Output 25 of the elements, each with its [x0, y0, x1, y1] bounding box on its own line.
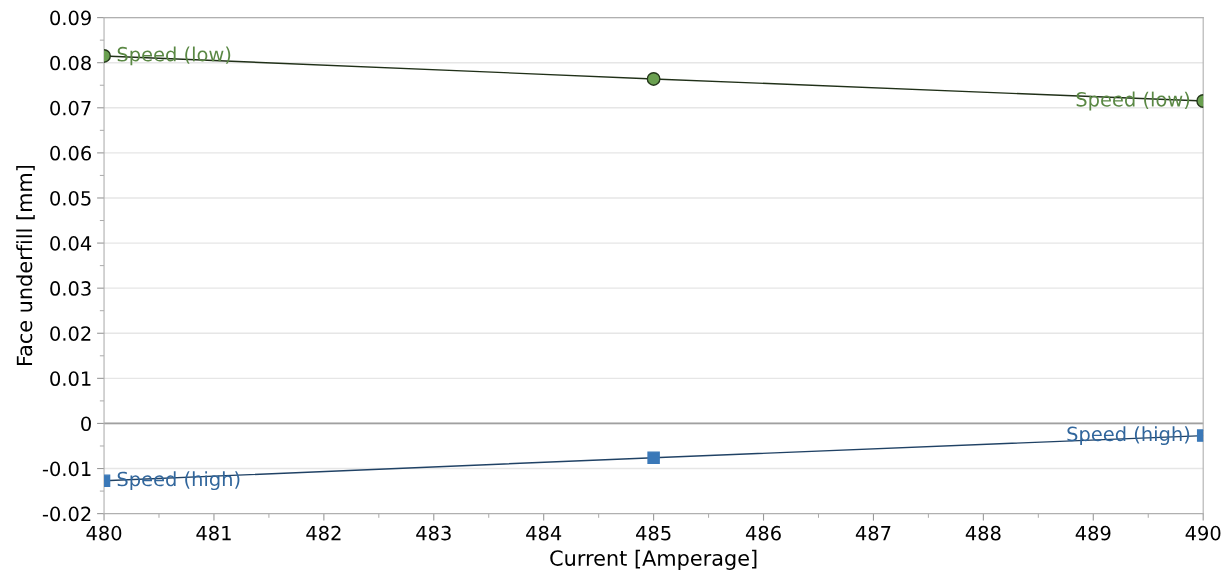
y-axis-title: Face underfill [mm]	[16, 165, 35, 366]
x-tick-label: 481	[196, 525, 231, 541]
y-tick-label: 0	[81, 416, 91, 432]
y-tick-label: 0.08	[50, 55, 91, 71]
x-tick-label: 486	[745, 525, 781, 541]
y-tick-label: 0.04	[50, 236, 92, 251]
y-tick-label: 0.03	[50, 281, 91, 296]
y-tick-label: -0.01	[42, 461, 91, 477]
y-tick-label: 0.05	[50, 190, 91, 206]
x-tick-label: 482	[306, 525, 341, 541]
y-tick-label: -0.02	[42, 506, 91, 522]
y-tick-label: 0.02	[50, 326, 91, 341]
x-tick-label: 487	[855, 525, 891, 541]
x-tick-label: 483	[416, 525, 451, 541]
y-tick-label: 0.06	[50, 145, 92, 161]
x-tick-label: 485	[636, 525, 671, 541]
x-tick-label: 490	[1185, 525, 1221, 541]
y-tick-label: 0.09	[50, 10, 91, 26]
y-tick-label: 0.01	[50, 371, 91, 387]
x-tick-label: 489	[1075, 525, 1111, 541]
y-tick-label: 0.07	[50, 100, 91, 116]
x-tick-label: 488	[965, 525, 1001, 541]
x-tick-label: 480	[86, 525, 122, 541]
x-axis-title: Current [Amperage]	[550, 549, 757, 570]
x-tick-label: 484	[526, 525, 562, 541]
